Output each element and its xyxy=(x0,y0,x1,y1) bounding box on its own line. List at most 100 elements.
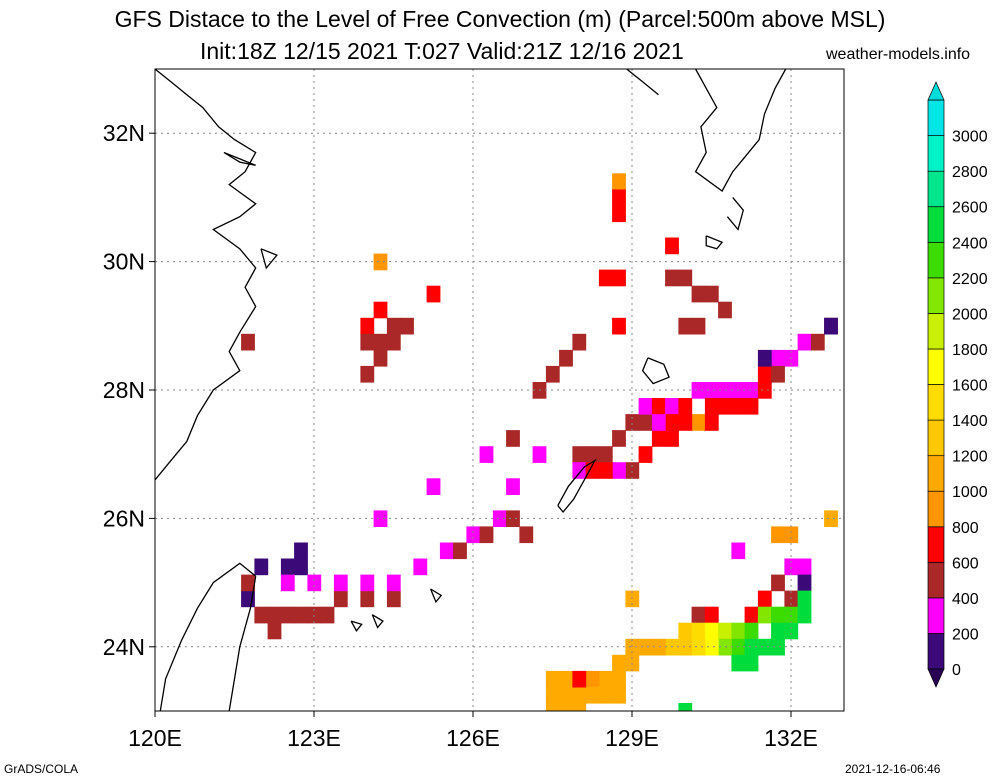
colorbar-swatch xyxy=(927,561,945,599)
field-cell xyxy=(731,654,746,672)
field-cell xyxy=(360,574,375,592)
coastline xyxy=(429,588,443,604)
field-cell xyxy=(824,317,838,335)
field-cell xyxy=(797,574,812,592)
field-cell xyxy=(704,414,719,431)
field-cell xyxy=(704,285,719,303)
field-cell xyxy=(585,670,600,688)
field-cell xyxy=(678,398,693,415)
field-cell xyxy=(612,430,626,447)
lfc-field-layer xyxy=(241,173,838,711)
field-cell xyxy=(413,558,428,576)
field-cell xyxy=(585,462,600,479)
field-cell xyxy=(757,606,772,624)
colorbar-label: 2600 xyxy=(952,200,988,217)
field-cell xyxy=(294,542,308,560)
footer-timestamp: 2021-12-16-06:46 xyxy=(845,762,941,776)
field-cell xyxy=(585,446,600,463)
field-cell xyxy=(771,365,785,383)
field-cell xyxy=(320,606,335,624)
field-cell xyxy=(280,558,295,576)
field-cell xyxy=(612,173,626,190)
colorbar-upper-arrow xyxy=(927,81,945,101)
field-cell xyxy=(797,333,812,351)
field-cell xyxy=(545,365,560,383)
field-cell xyxy=(704,398,719,415)
field-cell xyxy=(400,317,414,335)
field-cell xyxy=(254,558,269,576)
field-cell xyxy=(797,590,812,608)
colorbar-swatch xyxy=(927,135,945,172)
field-cell xyxy=(598,446,613,463)
field-cell xyxy=(810,333,825,351)
field-cell xyxy=(744,606,759,624)
field-cell xyxy=(731,622,746,640)
field-cell xyxy=(704,638,719,656)
field-cell xyxy=(612,670,626,688)
colorbar-label: 2400 xyxy=(952,235,988,252)
field-cell xyxy=(797,558,812,576)
colorbar-label: 1800 xyxy=(952,342,988,359)
field-cell xyxy=(492,510,507,527)
field-cell xyxy=(386,333,401,351)
field-cell xyxy=(691,317,706,335)
field-cell xyxy=(744,638,759,656)
lon-tick-label: 123E xyxy=(287,725,341,751)
colorbar-swatch xyxy=(927,206,945,243)
field-cell xyxy=(678,414,693,431)
field-cell xyxy=(598,670,613,688)
field-cell xyxy=(545,703,560,711)
field-cell xyxy=(678,638,693,656)
field-cell xyxy=(373,333,388,351)
field-cell xyxy=(731,542,746,560)
colorbar-swatch xyxy=(927,313,945,350)
field-cell xyxy=(612,686,626,704)
coastline xyxy=(223,151,256,166)
coastline xyxy=(705,235,724,250)
field-cell xyxy=(665,414,679,431)
field-cell xyxy=(572,333,587,351)
field-cell xyxy=(771,606,785,624)
lon-tick-label: 132E xyxy=(764,725,818,751)
map-axis-labels: 120E 123E 126E 129E 132E 24N 26N 28N 30N 32N xyxy=(103,120,818,751)
field-cell xyxy=(678,269,693,287)
field-cell xyxy=(757,365,772,383)
field-cell xyxy=(638,414,653,431)
field-cell xyxy=(744,622,759,640)
field-cell xyxy=(572,670,587,688)
field-cell xyxy=(466,526,481,544)
lat-tick-label: 28N xyxy=(103,377,145,403)
field-cell xyxy=(612,462,626,479)
field-cell xyxy=(625,462,640,479)
field-cell xyxy=(572,686,587,704)
field-cell xyxy=(426,478,441,495)
field-cell xyxy=(704,606,719,624)
lon-tick-label: 129E xyxy=(605,725,659,751)
field-cell xyxy=(280,574,295,592)
field-cell xyxy=(691,414,706,431)
field-cell xyxy=(665,398,679,415)
field-cell xyxy=(665,237,679,255)
colorbar-swatch xyxy=(927,455,945,492)
site-credit: weather-models.info xyxy=(826,46,971,63)
colorbar-label: 2800 xyxy=(952,164,988,181)
field-cell xyxy=(585,686,600,704)
field-cell xyxy=(373,510,388,527)
coastline-layer xyxy=(155,69,787,711)
coastline xyxy=(557,458,597,514)
field-cell xyxy=(691,622,706,640)
field-cell xyxy=(572,446,587,463)
field-cell xyxy=(771,349,785,367)
field-cell xyxy=(612,654,626,672)
field-cell xyxy=(439,542,454,560)
field-cell xyxy=(744,398,759,415)
lon-tick-label: 120E xyxy=(128,725,182,751)
field-cell xyxy=(612,317,626,335)
field-cell xyxy=(612,269,626,287)
field-cell xyxy=(704,622,719,640)
field-cell xyxy=(612,189,626,207)
colorbar-lower-arrow xyxy=(927,668,945,688)
field-cell xyxy=(572,462,587,479)
field-cell xyxy=(771,526,785,544)
colorbar-label: 1200 xyxy=(952,449,988,466)
